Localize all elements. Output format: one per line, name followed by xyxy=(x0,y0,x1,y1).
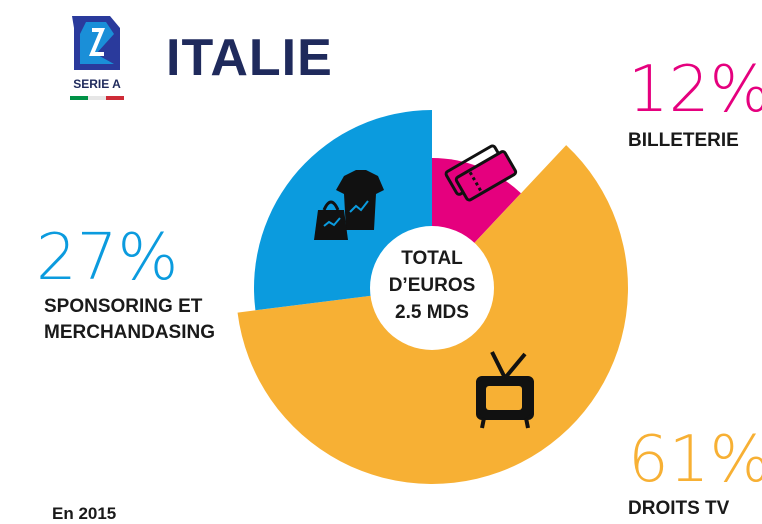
center-total-label: TOTAL xyxy=(401,248,463,269)
droits-tv-percent: 61% xyxy=(628,423,762,497)
shirt-bag-icon xyxy=(314,170,384,240)
center-unit-label: D’EUROS xyxy=(389,275,476,296)
center-amount-label: 2.5 MDS xyxy=(395,302,469,323)
page-title: ITALIE xyxy=(166,29,333,87)
billetterie-label: BILLETERIE xyxy=(628,130,739,151)
year-note: En 2015 xyxy=(52,504,117,523)
sponsoring-label-line1: SPONSORING ET xyxy=(44,296,203,317)
tv-icon xyxy=(476,351,534,429)
billetterie-percent: 12% xyxy=(628,53,762,127)
sponsoring-label-line2: MERCHANDASING xyxy=(44,322,215,343)
droits-tv-label: DROITS TV xyxy=(628,498,730,519)
serie-a-wordmark: SERIE A xyxy=(73,77,121,91)
donut-hole xyxy=(370,226,494,350)
serie-a-logo: SERIE A xyxy=(70,16,124,100)
tickets-icon xyxy=(444,144,518,202)
sponsoring-percent: 27% xyxy=(36,221,179,295)
